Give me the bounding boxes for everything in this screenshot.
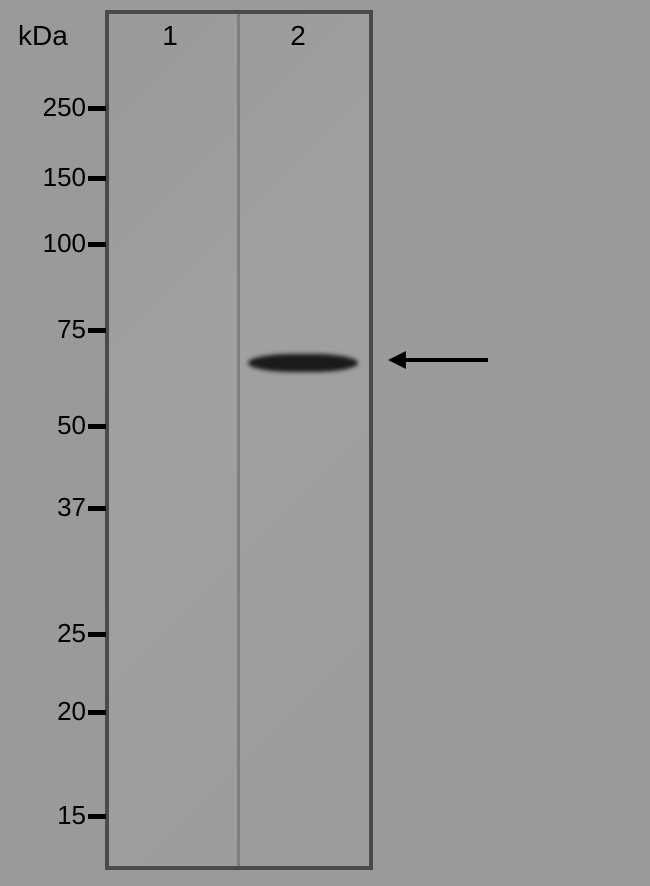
tick-label: 15: [57, 800, 86, 831]
tick-label: 25: [57, 618, 86, 649]
tick-mark: [88, 328, 106, 333]
tick-label: 75: [57, 314, 86, 345]
tick-label: 150: [43, 162, 86, 193]
tick-mark: [88, 632, 106, 637]
protein-band: [248, 354, 358, 372]
tick-mark: [88, 176, 106, 181]
tick-mark: [88, 106, 106, 111]
tick-mark: [88, 710, 106, 715]
tick-label: 250: [43, 92, 86, 123]
tick-mark: [88, 242, 106, 247]
tick-mark: [88, 814, 106, 819]
lane-label-1: 1: [155, 20, 185, 52]
lane-label-2: 2: [283, 20, 313, 52]
tick-mark: [88, 506, 106, 511]
arrow-head-icon: [388, 351, 406, 369]
tick-label: 20: [57, 696, 86, 727]
figure-canvas: 1 2 kDa 250 150 100 75 50 37 25 20 15: [0, 0, 650, 886]
tick-label: 50: [57, 410, 86, 441]
axis-title: kDa: [18, 20, 68, 52]
tick-label: 37: [57, 492, 86, 523]
lane-divider: [237, 14, 240, 866]
tick-mark: [88, 424, 106, 429]
tick-label: 100: [43, 228, 86, 259]
arrow-shaft: [406, 358, 488, 362]
